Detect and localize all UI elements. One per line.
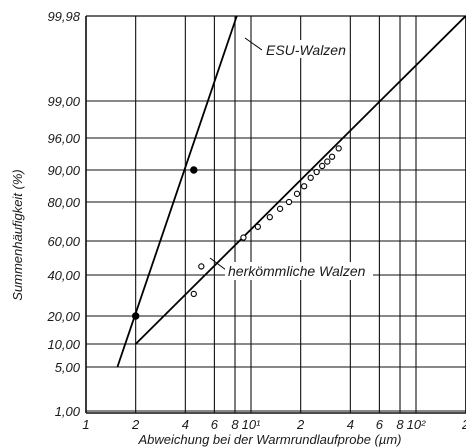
annotations: ESU-Walzen herkömmliche Walzen bbox=[209, 37, 373, 280]
annotation-leader bbox=[244, 37, 263, 51]
y-tick-label: 5,00 bbox=[55, 360, 81, 375]
x-tick-label: 8 bbox=[231, 417, 239, 432]
y-axis-label: Summenhäufigkeit (%) bbox=[10, 169, 25, 301]
data-point-conventional bbox=[328, 153, 336, 160]
annotation-background bbox=[225, 262, 373, 280]
annotation-conventional: herkömmliche Walzen bbox=[228, 263, 366, 279]
data-point-conventional bbox=[266, 214, 273, 221]
y-tick-label: 90,00 bbox=[47, 163, 80, 178]
y-tick-label: 10,00 bbox=[47, 337, 80, 352]
x-tick-label: 10² bbox=[407, 417, 426, 432]
x-tick-label: 4 bbox=[347, 417, 354, 432]
data-point-conventional bbox=[240, 234, 247, 241]
data-points bbox=[131, 145, 342, 320]
x-tick-label: 1 bbox=[82, 417, 89, 432]
data-point-conventional bbox=[276, 205, 284, 212]
x-tick-label: 2 bbox=[296, 417, 305, 432]
x-tick-label: 10¹ bbox=[242, 417, 261, 432]
x-tick-label: 6 bbox=[211, 417, 219, 432]
x-tick-labels: 1246810¹246810²2 bbox=[82, 417, 466, 432]
x-tick-label: 6 bbox=[376, 417, 384, 432]
y-tick-label: 1,00 bbox=[55, 404, 81, 419]
series-lines bbox=[116, 15, 466, 368]
series-line-conventional bbox=[135, 15, 466, 345]
data-point-conventional bbox=[293, 190, 301, 197]
annotation-esu: ESU-Walzen bbox=[266, 42, 346, 58]
series-line-esu bbox=[116, 15, 238, 368]
data-point-conventional bbox=[335, 145, 342, 152]
x-tick-label: 2 bbox=[461, 417, 466, 432]
data-point-conventional bbox=[301, 183, 308, 190]
y-tick-labels: 1,00 5,00 10,00 20,00 40,00 60,00 80,00 90,00 96… bbox=[46, 9, 80, 419]
annotation-leader bbox=[209, 257, 227, 271]
data-point-conventional bbox=[254, 223, 261, 230]
data-point-conventional bbox=[319, 162, 326, 170]
x-axis-label: Abweichung bei der Warmrundlaufprobe (µm… bbox=[137, 432, 401, 447]
y-tick-label: 60,00 bbox=[47, 234, 80, 249]
x-tick-label: 2 bbox=[131, 417, 140, 432]
x-tick-label: 8 bbox=[396, 417, 404, 432]
data-point-esu bbox=[190, 166, 198, 174]
y-tick-label: 99,98 bbox=[47, 9, 80, 24]
grid bbox=[85, 15, 466, 413]
y-tick-label: 99,00 bbox=[47, 94, 80, 109]
data-point-conventional bbox=[324, 158, 331, 165]
data-point-esu bbox=[131, 312, 140, 320]
data-point-conventional bbox=[307, 174, 314, 181]
data-point-conventional bbox=[190, 290, 197, 298]
annotation-background bbox=[263, 40, 347, 58]
plot-frame bbox=[85, 15, 466, 414]
data-point-conventional bbox=[313, 168, 320, 176]
data-point-conventional bbox=[285, 198, 293, 206]
data-point-conventional bbox=[198, 263, 205, 270]
y-tick-label: 80,00 bbox=[47, 195, 80, 210]
y-tick-label: 40,00 bbox=[47, 268, 80, 283]
y-tick-label: 96,00 bbox=[47, 131, 80, 146]
x-tick-label: 4 bbox=[182, 417, 189, 432]
y-tick-label: 20,00 bbox=[46, 309, 80, 324]
